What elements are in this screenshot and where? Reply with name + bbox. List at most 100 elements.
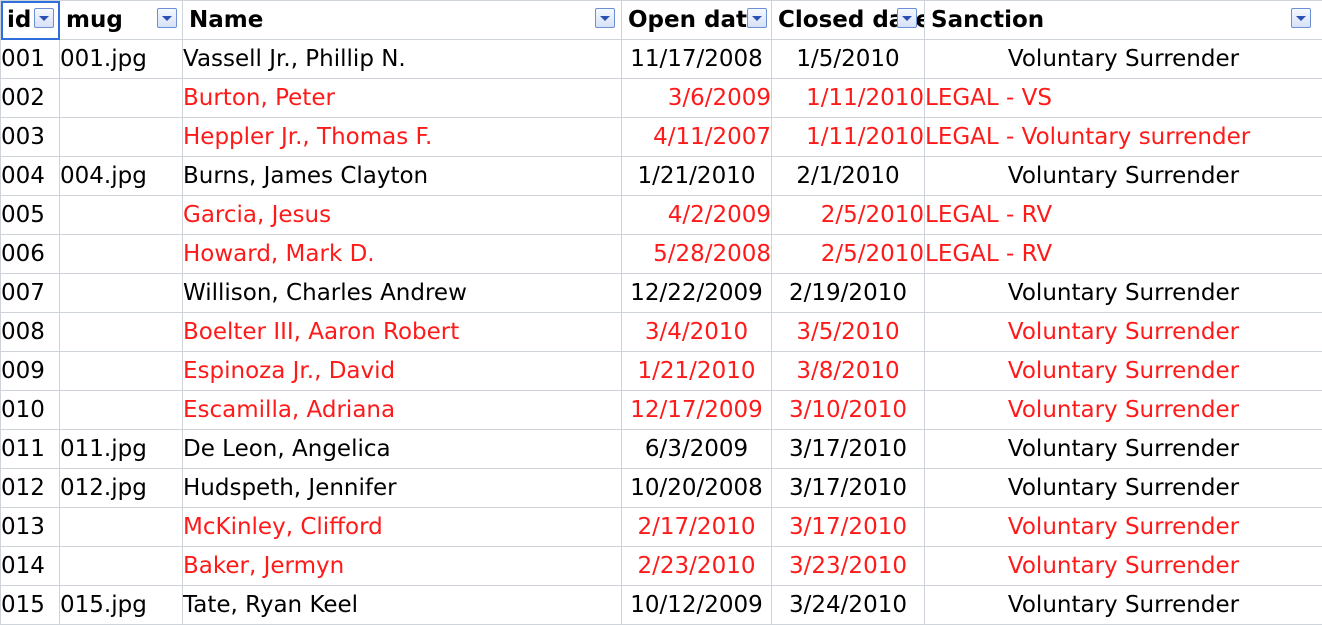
header-id[interactable]: id xyxy=(1,1,60,40)
cell-closed-date[interactable]: 1/5/2010 xyxy=(772,40,925,79)
cell-open-date[interactable]: 3/4/2010 xyxy=(622,313,772,352)
cell-id[interactable]: 014 xyxy=(1,547,60,586)
cell-id[interactable]: 001 xyxy=(1,40,60,79)
cell-closed-date[interactable]: 2/19/2010 xyxy=(772,274,925,313)
cell-sanction[interactable]: Voluntary Surrender xyxy=(925,508,1322,547)
cell-name[interactable]: Garcia, Jesus xyxy=(183,196,622,235)
cell-open-date[interactable]: 10/12/2009 xyxy=(622,586,772,625)
cell-closed-date[interactable]: 3/17/2010 xyxy=(772,508,925,547)
cell-sanction[interactable]: LEGAL - RV xyxy=(925,196,1322,235)
cell-closed-date[interactable]: 3/10/2010 xyxy=(772,391,925,430)
cell-id[interactable]: 010 xyxy=(1,391,60,430)
header-name[interactable]: Name xyxy=(183,1,622,40)
cell-name[interactable]: Baker, Jermyn xyxy=(183,547,622,586)
cell-sanction[interactable]: Voluntary Surrender xyxy=(925,547,1322,586)
header-open-date[interactable]: Open date xyxy=(622,1,772,40)
filter-dropdown-icon[interactable] xyxy=(595,8,615,28)
cell-name[interactable]: Willison, Charles Andrew xyxy=(183,274,622,313)
header-mug[interactable]: mug xyxy=(60,1,183,40)
cell-name[interactable]: Vassell Jr., Phillip N. xyxy=(183,40,622,79)
cell-closed-date[interactable]: 2/5/2010 xyxy=(772,235,925,274)
cell-name[interactable]: Heppler Jr., Thomas F. xyxy=(183,118,622,157)
cell-name[interactable]: McKinley, Clifford xyxy=(183,508,622,547)
cell-closed-date[interactable]: 3/17/2010 xyxy=(772,430,925,469)
cell-mug[interactable]: 015.jpg xyxy=(60,586,183,625)
cell-id[interactable]: 013 xyxy=(1,508,60,547)
cell-name[interactable]: De Leon, Angelica xyxy=(183,430,622,469)
cell-closed-date[interactable]: 3/8/2010 xyxy=(772,352,925,391)
cell-name[interactable]: Burton, Peter xyxy=(183,79,622,118)
cell-id[interactable]: 009 xyxy=(1,352,60,391)
cell-mug[interactable]: 004.jpg xyxy=(60,157,183,196)
cell-id[interactable]: 008 xyxy=(1,313,60,352)
cell-mug[interactable]: 011.jpg xyxy=(60,430,183,469)
cell-name[interactable]: Tate, Ryan Keel xyxy=(183,586,622,625)
cell-open-date[interactable]: 1/21/2010 xyxy=(622,352,772,391)
cell-mug[interactable] xyxy=(60,274,183,313)
cell-closed-date[interactable]: 3/24/2010 xyxy=(772,586,925,625)
cell-sanction[interactable]: Voluntary Surrender xyxy=(925,391,1322,430)
filter-dropdown-icon[interactable] xyxy=(1291,8,1311,28)
cell-mug[interactable] xyxy=(60,235,183,274)
cell-open-date[interactable]: 4/11/2007 xyxy=(622,118,772,157)
cell-closed-date[interactable]: 2/5/2010 xyxy=(772,196,925,235)
cell-sanction[interactable]: Voluntary Surrender xyxy=(925,313,1322,352)
cell-sanction[interactable]: Voluntary Surrender xyxy=(925,469,1322,508)
cell-id[interactable]: 012 xyxy=(1,469,60,508)
cell-mug[interactable] xyxy=(60,547,183,586)
filter-dropdown-icon[interactable] xyxy=(747,8,767,28)
cell-closed-date[interactable]: 2/1/2010 xyxy=(772,157,925,196)
cell-mug[interactable]: 001.jpg xyxy=(60,40,183,79)
cell-open-date[interactable]: 12/17/2009 xyxy=(622,391,772,430)
cell-closed-date[interactable]: 3/17/2010 xyxy=(772,469,925,508)
cell-closed-date[interactable]: 1/11/2010 xyxy=(772,79,925,118)
cell-mug[interactable] xyxy=(60,118,183,157)
cell-mug[interactable] xyxy=(60,196,183,235)
cell-mug[interactable]: 012.jpg xyxy=(60,469,183,508)
cell-mug[interactable] xyxy=(60,352,183,391)
cell-id[interactable]: 004 xyxy=(1,157,60,196)
cell-sanction[interactable]: Voluntary Surrender xyxy=(925,586,1322,625)
cell-name[interactable]: Boelter III, Aaron Robert xyxy=(183,313,622,352)
cell-sanction[interactable]: Voluntary Surrender xyxy=(925,430,1322,469)
cell-id[interactable]: 003 xyxy=(1,118,60,157)
cell-open-date[interactable]: 3/6/2009 xyxy=(622,79,772,118)
cell-open-date[interactable]: 1/21/2010 xyxy=(622,157,772,196)
header-closed-date[interactable]: Closed date xyxy=(772,1,925,40)
filter-dropdown-icon[interactable] xyxy=(897,8,917,28)
cell-name[interactable]: Espinoza Jr., David xyxy=(183,352,622,391)
cell-name[interactable]: Burns, James Clayton xyxy=(183,157,622,196)
cell-open-date[interactable]: 4/2/2009 xyxy=(622,196,772,235)
cell-sanction[interactable]: LEGAL - VS xyxy=(925,79,1322,118)
cell-name[interactable]: Escamilla, Adriana xyxy=(183,391,622,430)
cell-sanction[interactable]: LEGAL - Voluntary surrender xyxy=(925,118,1322,157)
cell-mug[interactable] xyxy=(60,391,183,430)
cell-id[interactable]: 011 xyxy=(1,430,60,469)
cell-mug[interactable] xyxy=(60,79,183,118)
cell-mug[interactable] xyxy=(60,508,183,547)
cell-id[interactable]: 015 xyxy=(1,586,60,625)
cell-name[interactable]: Howard, Mark D. xyxy=(183,235,622,274)
cell-sanction[interactable]: Voluntary Surrender xyxy=(925,274,1322,313)
cell-closed-date[interactable]: 3/5/2010 xyxy=(772,313,925,352)
cell-sanction[interactable]: LEGAL - RV xyxy=(925,235,1322,274)
cell-sanction[interactable]: Voluntary Surrender xyxy=(925,40,1322,79)
header-sanction[interactable]: Sanction xyxy=(925,1,1322,40)
cell-closed-date[interactable]: 3/23/2010 xyxy=(772,547,925,586)
cell-open-date[interactable]: 6/3/2009 xyxy=(622,430,772,469)
cell-sanction[interactable]: Voluntary Surrender xyxy=(925,352,1322,391)
cell-sanction[interactable]: Voluntary Surrender xyxy=(925,157,1322,196)
cell-closed-date[interactable]: 1/11/2010 xyxy=(772,118,925,157)
cell-id[interactable]: 005 xyxy=(1,196,60,235)
cell-open-date[interactable]: 5/28/2008 xyxy=(622,235,772,274)
cell-id[interactable]: 002 xyxy=(1,79,60,118)
cell-open-date[interactable]: 2/17/2010 xyxy=(622,508,772,547)
filter-dropdown-icon[interactable] xyxy=(157,8,177,28)
cell-open-date[interactable]: 2/23/2010 xyxy=(622,547,772,586)
filter-dropdown-icon[interactable] xyxy=(34,8,54,28)
cell-name[interactable]: Hudspeth, Jennifer xyxy=(183,469,622,508)
cell-open-date[interactable]: 12/22/2009 xyxy=(622,274,772,313)
cell-open-date[interactable]: 11/17/2008 xyxy=(622,40,772,79)
cell-id[interactable]: 007 xyxy=(1,274,60,313)
cell-id[interactable]: 006 xyxy=(1,235,60,274)
